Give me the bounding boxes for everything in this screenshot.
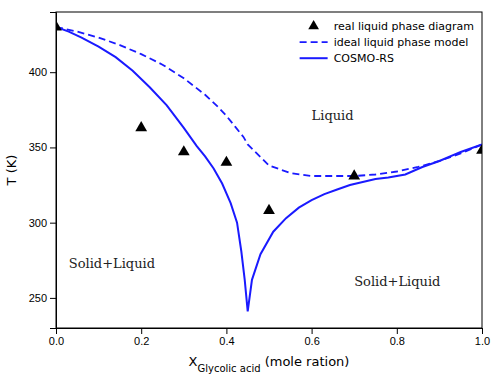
legend-label: ideal liquid phase model xyxy=(334,36,469,49)
tick-label: 350 xyxy=(29,141,47,153)
legend-label: real liquid phase diagram xyxy=(334,20,474,33)
tick-label: 400 xyxy=(29,66,47,78)
scatter-point xyxy=(56,20,62,30)
tick: 0.2 xyxy=(134,328,149,347)
y-axis: 250 300 350 400 xyxy=(29,13,57,329)
tick-label: 1.0 xyxy=(475,335,490,347)
scatter-point xyxy=(135,121,147,131)
tick: 0.6 xyxy=(304,328,319,347)
tick-label: 250 xyxy=(29,292,47,304)
annotation: Solid+Liquid xyxy=(354,274,440,289)
scatter-point xyxy=(263,204,275,214)
legend-symbol xyxy=(300,57,328,59)
tick-label: 300 xyxy=(29,217,47,229)
tick-mark xyxy=(482,328,483,334)
tick-mark xyxy=(50,72,56,73)
chart: 0.0 0.2 0.4 0.6 0.8 1.0 250 300 350 400 Liquid Soli… xyxy=(0,0,496,374)
tick-label: 0.6 xyxy=(304,335,319,347)
legend-symbol xyxy=(308,20,319,29)
tick: 0.0 xyxy=(49,328,64,347)
scatter-point xyxy=(348,169,360,179)
legend: real liquid phase diagram ideal liquid ph… xyxy=(300,20,474,65)
tick-mark xyxy=(141,328,142,334)
series-line xyxy=(56,27,482,176)
annotation: Solid+Liquid xyxy=(69,256,155,271)
legend-item: real liquid phase diagram xyxy=(308,20,474,33)
legend-item: COSMO-RS xyxy=(300,52,394,65)
tick-mark xyxy=(312,328,313,334)
tick-mark xyxy=(226,328,227,334)
tick: 0.4 xyxy=(219,328,234,347)
tick-label: 0.0 xyxy=(49,335,64,347)
scatter-point xyxy=(178,145,190,155)
legend-item: ideal liquid phase model xyxy=(300,36,469,49)
x-axis-title: XGlycolic acid (mole ration) xyxy=(189,354,350,374)
tick: 250 xyxy=(29,292,56,304)
tick-label: 0.2 xyxy=(134,335,149,347)
annotation: Liquid xyxy=(312,108,354,123)
series-line xyxy=(56,27,482,311)
plot-frame xyxy=(56,12,482,328)
scatter-point xyxy=(476,144,482,154)
legend-label: COSMO-RS xyxy=(334,52,394,65)
tick: 300 xyxy=(29,217,56,229)
legend-symbol xyxy=(300,41,328,43)
tick: 1.0 xyxy=(475,328,490,347)
tick-label: 0.8 xyxy=(390,335,405,347)
scatter-point xyxy=(221,156,233,166)
tick-mark xyxy=(50,147,56,148)
marks xyxy=(56,20,482,311)
tick-mark xyxy=(50,223,56,224)
tick-mark xyxy=(50,298,56,299)
y-axis-title: T (K) xyxy=(4,155,19,187)
axis-line xyxy=(57,329,483,335)
x-axis: 0.0 0.2 0.4 0.6 0.8 1.0 xyxy=(49,328,490,347)
tick: 400 xyxy=(29,66,56,78)
tick-mark xyxy=(397,328,398,334)
tick: 350 xyxy=(29,141,56,153)
tick-label: 0.4 xyxy=(219,335,234,347)
tick: 0.8 xyxy=(390,328,405,347)
